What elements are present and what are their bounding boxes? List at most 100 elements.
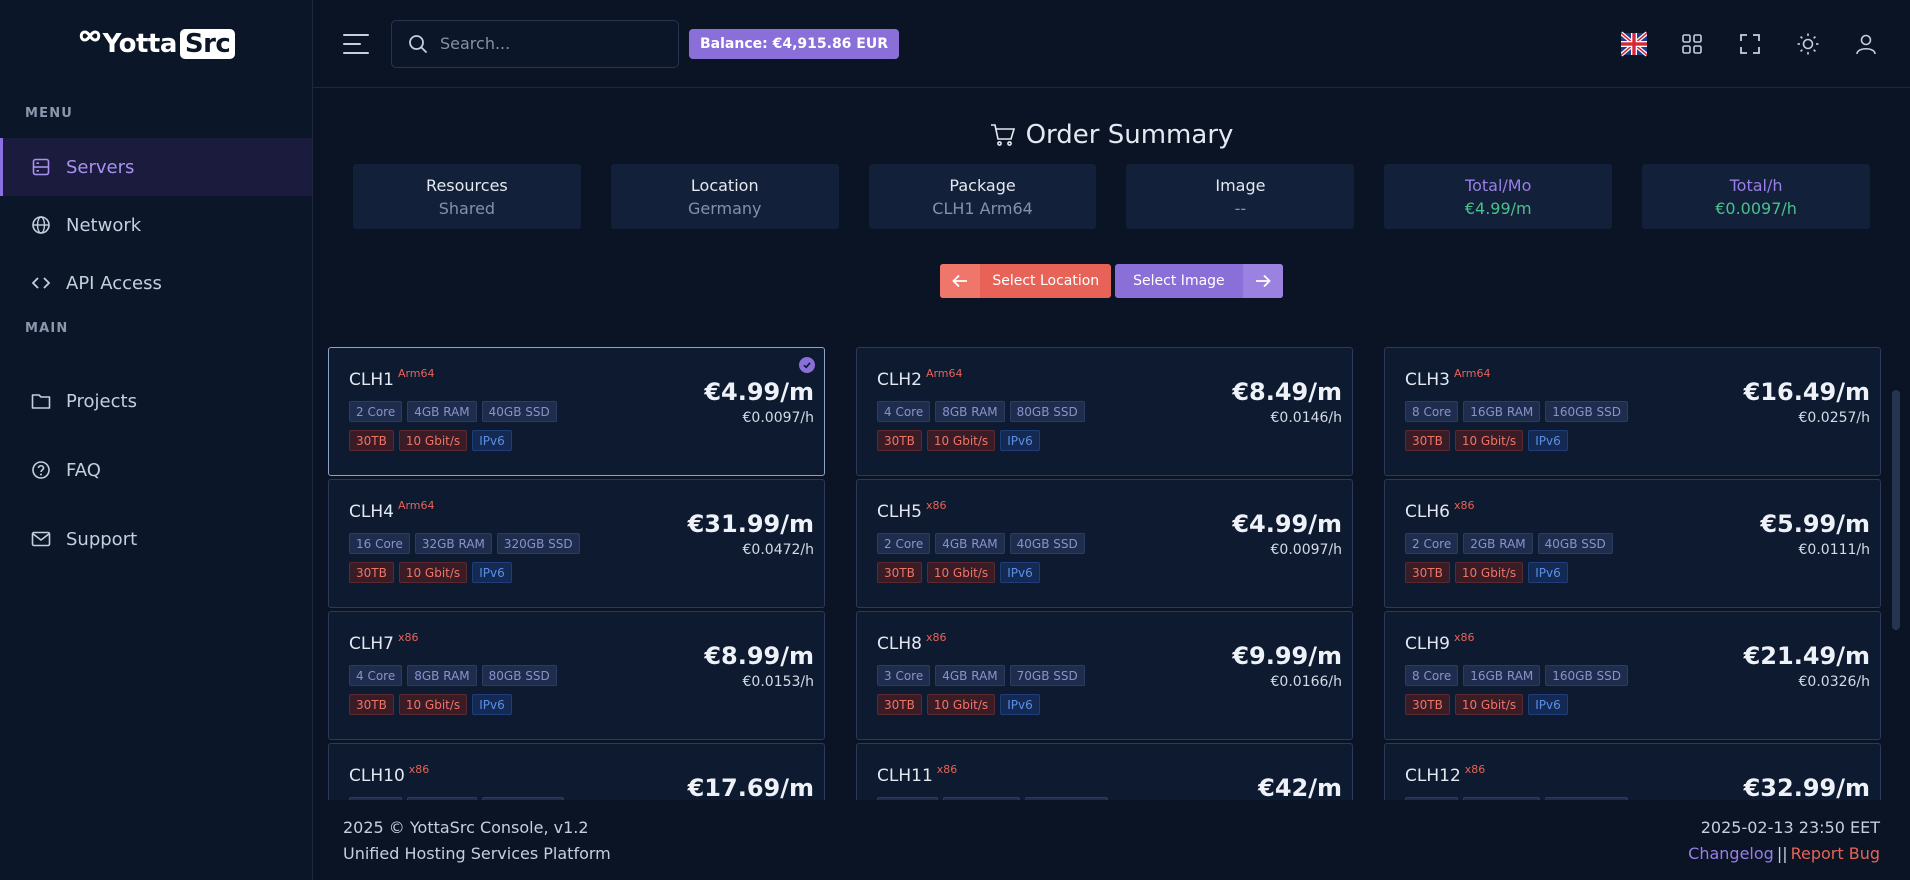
tag-speed: 10 Gbit/s xyxy=(926,430,996,451)
package-name-wrap: CLH3 Arm64 xyxy=(1405,367,1870,390)
sidebar-item-label: Projects xyxy=(66,390,137,412)
price-hourly: €0.0472/h xyxy=(742,542,814,558)
balance-badge: Balance: €4,915.86 EUR xyxy=(689,28,900,59)
summary-location: Location Germany xyxy=(610,164,839,229)
menu-toggle-icon[interactable] xyxy=(343,33,369,54)
tag-core: 3 Core xyxy=(877,665,931,686)
tag-core: 8 Core xyxy=(1405,665,1459,686)
summary-total-monthly: Total/Mo €4.99/m xyxy=(1384,164,1613,229)
tag-ip: IPv6 xyxy=(472,562,512,583)
folder-icon xyxy=(30,390,52,412)
sidebar-item-support[interactable]: Support xyxy=(0,510,312,568)
tag-ip: IPv6 xyxy=(1528,562,1568,583)
package-card-clh2[interactable]: CLH2 Arm64 4 Core 8GB RAM 80GB SSD 30TB 10 Gbi… xyxy=(856,347,1353,476)
package-name: CLH2 xyxy=(877,370,922,390)
package-name-wrap: CLH1 Arm64 xyxy=(349,367,814,390)
user-icon[interactable] xyxy=(1852,30,1880,58)
spec-tags: 4 Core 8GB RAM 80GB SSD xyxy=(349,665,814,686)
brand-name-b: Src xyxy=(179,29,236,59)
spec-tags: 4 Core 8GB RAM 80GB SSD xyxy=(877,401,1342,422)
tag-ram: 4GB RAM xyxy=(935,533,1005,554)
uk-flag-icon[interactable] xyxy=(1620,30,1648,58)
tag-ip: IPv6 xyxy=(472,694,512,715)
package-card-clh4[interactable]: CLH4 Arm64 16 Core 32GB RAM 320GB SSD 30TB 10 … xyxy=(328,479,825,608)
search-box[interactable] xyxy=(391,19,679,68)
mail-icon xyxy=(30,528,52,550)
tag-ssd: 40GB SSD xyxy=(1009,533,1085,554)
price-hourly: €0.0146/h xyxy=(1270,410,1342,426)
tag-core: 8 Core xyxy=(1405,401,1459,422)
arrow-left-icon xyxy=(940,264,981,298)
spec-tags: 2 Core 4GB RAM 40GB SSD xyxy=(349,401,814,422)
tag-ram: 8GB RAM xyxy=(935,401,1005,422)
package-card-clh1[interactable]: CLH1 Arm64 2 Core 4GB RAM 40GB SSD 30TB 10 Gbi… xyxy=(328,347,825,476)
package-name: CLH6 xyxy=(1405,502,1450,522)
package-card-clh9[interactable]: CLH9 x86 8 Core 16GB RAM 160GB SSD 30TB 10 Gbi… xyxy=(1384,611,1881,740)
sidebar-item-label: Network xyxy=(66,214,142,236)
logo[interactable]: Yotta Src xyxy=(0,0,312,88)
arrow-right-icon xyxy=(1242,264,1283,298)
network-tags: 30TB 10 Gbit/s IPv6 xyxy=(1405,694,1870,715)
price-monthly: €31.99/m xyxy=(687,510,814,538)
fullscreen-icon[interactable] xyxy=(1736,30,1764,58)
spec-tags: 8 Core 16GB RAM 160GB SSD xyxy=(1405,665,1870,686)
tag-core: 4 Core xyxy=(877,401,931,422)
apps-grid-icon[interactable] xyxy=(1678,30,1706,58)
sidebar-item-network[interactable]: Network xyxy=(0,196,312,254)
package-name: CLH5 xyxy=(877,502,922,522)
tag-speed: 10 Gbit/s xyxy=(1454,694,1524,715)
price-monthly: €4.99/m xyxy=(704,378,814,406)
spec-tags: 2 Core 2GB RAM 40GB SSD xyxy=(1405,533,1870,554)
sidebar-item-servers[interactable]: Servers xyxy=(0,138,312,196)
package-card-clh3[interactable]: CLH3 Arm64 8 Core 16GB RAM 160GB SSD 30TB 10 G… xyxy=(1384,347,1881,476)
network-tags: 30TB 10 Gbit/s IPv6 xyxy=(877,562,1342,583)
scrollbar-thumb[interactable] xyxy=(1892,390,1900,630)
theme-sun-icon[interactable] xyxy=(1794,30,1822,58)
package-price: €9.99/m €0.0166/h xyxy=(1232,642,1342,690)
tag-ram: 16GB RAM xyxy=(1463,401,1541,422)
select-image-button[interactable]: Select Image xyxy=(1115,264,1283,298)
spec-tags: 8 Core 16GB RAM 240GB SSD xyxy=(1405,797,1870,800)
package-card-clh6[interactable]: CLH6 x86 2 Core 2GB RAM 40GB SSD 30TB 10 Gbit/… xyxy=(1384,479,1881,608)
tag-traffic: 30TB xyxy=(1405,694,1450,715)
price-monthly: €21.49/m xyxy=(1743,642,1870,670)
package-price: €42/m xyxy=(1258,774,1342,800)
order-summary-boxes: Resources Shared Location Germany Package C… xyxy=(313,164,1910,229)
spec-tags: 4 Core 8GB RAM 160GB SSD xyxy=(349,797,814,800)
package-list: CLH1 Arm64 2 Core 4GB RAM 40GB SSD 30TB 10 Gbi… xyxy=(328,347,1886,800)
infinity-logo-icon xyxy=(79,30,100,42)
sidebar: Yotta Src MENU Servers Network API Access… xyxy=(0,0,313,880)
sidebar-item-faq[interactable]: FAQ xyxy=(0,441,312,499)
price-monthly: €4.99/m xyxy=(1232,510,1342,538)
network-tags: 30TB 10 Gbit/s IPv6 xyxy=(877,430,1342,451)
price-monthly: €8.49/m xyxy=(1232,378,1342,406)
tag-core: 4 Core xyxy=(349,797,403,800)
tag-traffic: 30TB xyxy=(349,562,394,583)
package-arch: Arm64 xyxy=(1453,367,1491,380)
summary-image: Image -- xyxy=(1126,164,1355,229)
network-tags: 30TB 10 Gbit/s IPv6 xyxy=(349,694,814,715)
package-card-clh7[interactable]: CLH7 x86 4 Core 8GB RAM 80GB SSD 30TB 10 Gbit/… xyxy=(328,611,825,740)
tag-ssd: 80GB SSD xyxy=(1009,401,1085,422)
sidebar-item-projects[interactable]: Projects xyxy=(0,372,312,430)
package-card-clh8[interactable]: CLH8 x86 3 Core 4GB RAM 70GB SSD 30TB 10 Gbit/… xyxy=(856,611,1353,740)
package-card-clh5[interactable]: CLH5 x86 2 Core 4GB RAM 40GB SSD 30TB 10 Gbit/… xyxy=(856,479,1353,608)
tag-ssd: 40GB SSD xyxy=(1537,533,1613,554)
price-monthly: €42/m xyxy=(1258,774,1342,800)
search-input[interactable] xyxy=(440,34,640,53)
tag-core: 16 Core xyxy=(349,533,410,554)
select-location-button[interactable]: Select Location xyxy=(940,264,1112,298)
tag-ip: IPv6 xyxy=(1528,430,1568,451)
tag-speed: 10 Gbit/s xyxy=(398,562,468,583)
code-icon xyxy=(30,272,52,294)
price-hourly: €0.0097/h xyxy=(1270,542,1342,558)
package-name: CLH12 xyxy=(1405,766,1461,786)
price-hourly: €0.0166/h xyxy=(1270,674,1342,690)
changelog-link[interactable]: Changelog xyxy=(1688,843,1774,863)
sidebar-item-api-access[interactable]: API Access xyxy=(0,254,312,312)
report-bug-link[interactable]: Report Bug xyxy=(1790,843,1880,863)
